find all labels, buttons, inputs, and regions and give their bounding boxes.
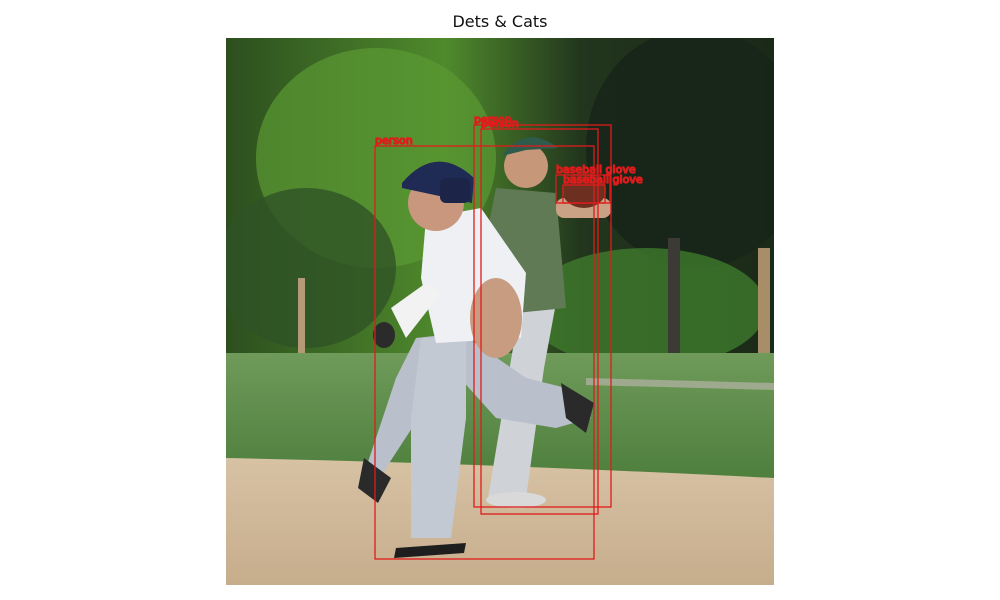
photo-canvas: person person person baseball glove base… (226, 38, 774, 585)
detection-label: person (481, 117, 519, 130)
fence-post (298, 278, 305, 358)
tree-foliage (526, 248, 766, 368)
detection-box-baseball-glove: baseball glove (555, 162, 636, 204)
detection-box-person: person (374, 133, 595, 560)
tree-trunk (668, 238, 680, 358)
tree-foliage (586, 38, 774, 268)
detection-label: person (375, 134, 413, 147)
detection-label: baseball glove (563, 173, 643, 186)
detection-box-person: person (480, 116, 599, 515)
detection-box-baseball-glove: baseball glove (562, 172, 643, 204)
detection-box-person: person (473, 112, 612, 508)
photo-panel: person person person baseball glove base… (226, 38, 774, 585)
path-strip (586, 378, 774, 390)
detection-boxes: person person person baseball glove base… (374, 112, 643, 560)
detection-label: baseball glove (556, 163, 636, 176)
tree-foliage (226, 188, 396, 348)
detection-label: person (474, 113, 512, 126)
runner-player (358, 161, 594, 558)
figure-title: Dets & Cats (452, 12, 548, 31)
fence-post (758, 248, 770, 363)
